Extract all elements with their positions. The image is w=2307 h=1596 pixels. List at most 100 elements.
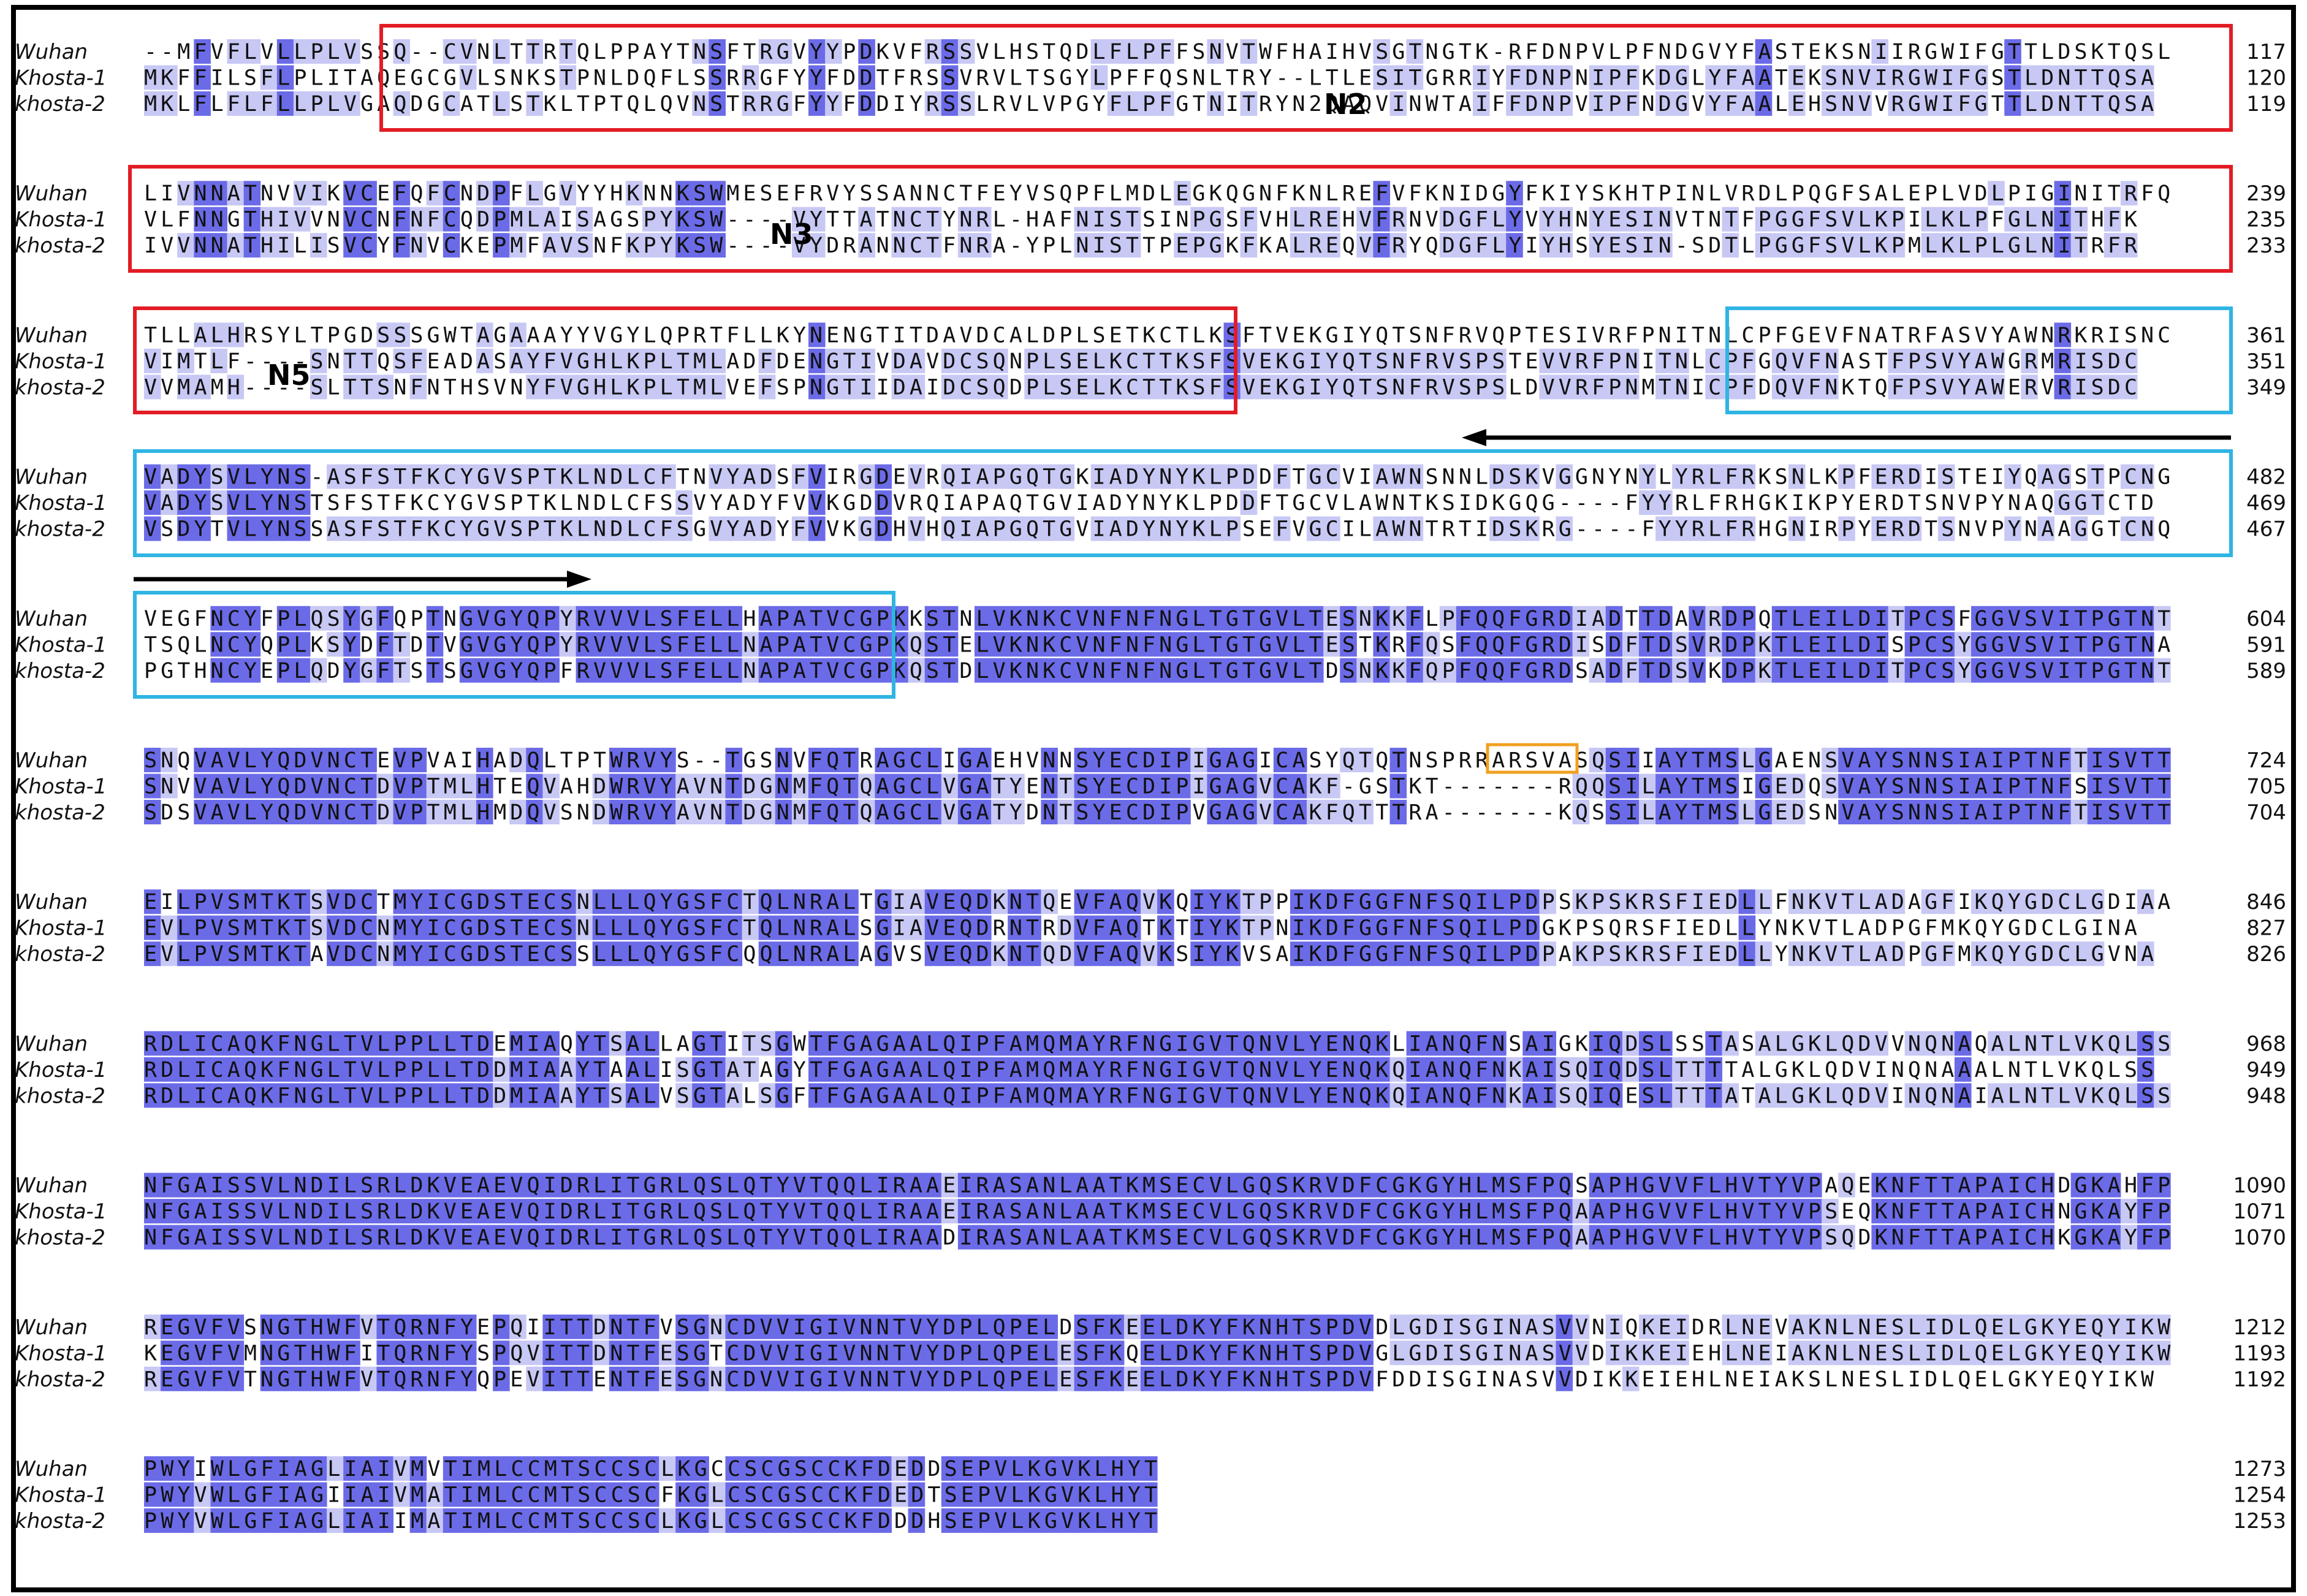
- residue-shade: [1506, 464, 1523, 489]
- residue-shade: [1389, 464, 1407, 489]
- residue-shade: [1838, 65, 1855, 90]
- residue-shade: [1771, 207, 1789, 232]
- residue-shade: [243, 233, 261, 258]
- residue-shade: [1141, 374, 1158, 400]
- residue-shade: [825, 374, 842, 400]
- residue-shade: [2037, 632, 2054, 657]
- residue-shade: [1223, 658, 1241, 683]
- residue-shade: [1473, 606, 1490, 631]
- residue-shade: [276, 748, 294, 772]
- residue-shade: [1473, 91, 1490, 116]
- residue-shade: [1141, 748, 1158, 772]
- residue-shade: [1722, 606, 1739, 631]
- residue-shade: [210, 490, 227, 515]
- residue-shade: [409, 207, 427, 232]
- residue-shade: [975, 374, 992, 400]
- residue-shade: [941, 516, 959, 541]
- residue-shade: [1406, 606, 1424, 631]
- residue-shade: [1705, 348, 1722, 373]
- residue-shade: [1174, 374, 1191, 400]
- residue-shade: [1157, 658, 1174, 683]
- residue-shade: [659, 374, 676, 400]
- residue-shade: [1456, 374, 1473, 400]
- residue-shade: [975, 606, 992, 631]
- residue-shade: [260, 464, 278, 489]
- residue-shade: [1273, 464, 1291, 489]
- residue-shade: [991, 464, 1008, 489]
- position-number: 1212: [2233, 1315, 2286, 1340]
- residue-shade: [327, 39, 344, 64]
- residue-shade: [1157, 91, 1174, 116]
- residue-shade: [1954, 65, 1972, 90]
- residue-shade: [2004, 658, 2021, 683]
- position-number: 604: [2246, 607, 2286, 631]
- residue-shade: [459, 464, 477, 489]
- sequence-label: Wuhan: [15, 323, 88, 348]
- residue-shade: [1123, 348, 1141, 373]
- residue-shade: [1871, 606, 1888, 631]
- residue-shade: [1838, 233, 1855, 258]
- sequence-label: khosta-2: [15, 942, 105, 967]
- residue-shade: [526, 348, 543, 373]
- residue-shade: [1522, 65, 1540, 90]
- residue-shade: [509, 658, 526, 683]
- residue-shade: [1672, 464, 1689, 489]
- residue-shade: [177, 516, 194, 541]
- residue-shade: [1738, 516, 1756, 541]
- residue-shade: [2021, 606, 2038, 631]
- residue-shade: [1157, 606, 1174, 631]
- residue-shade: [227, 490, 245, 515]
- residue-shade: [509, 748, 526, 772]
- residue-shade: [659, 348, 676, 373]
- residue-shade: [1323, 632, 1340, 657]
- residue-shade: [1838, 606, 1855, 631]
- residue-shade: [1123, 516, 1141, 541]
- residue-shade: [2004, 65, 2021, 90]
- residue-shade: [2004, 606, 2021, 631]
- residue-shade: [1223, 748, 1241, 772]
- position-number: 1254: [2233, 1483, 2286, 1508]
- residue-shade: [1273, 632, 1291, 657]
- residue-shade: [592, 516, 610, 541]
- residue-shade: [975, 632, 992, 657]
- residue-shade: [1871, 464, 1888, 489]
- residue-shade: [1689, 464, 1706, 489]
- residue-shade: [210, 464, 227, 489]
- residue-shade: [1323, 348, 1340, 373]
- residue-shade: [1423, 658, 1440, 683]
- residue-shade: [526, 181, 543, 206]
- residue-shade: [991, 374, 1008, 400]
- residue-shade: [1190, 374, 1207, 400]
- residue-shade: [276, 65, 294, 90]
- residue-shade: [1871, 516, 1888, 541]
- residue-shade: [1522, 464, 1540, 489]
- residue-shade: [360, 374, 377, 400]
- residue-shade: [1822, 91, 1839, 116]
- residue-shade: [376, 632, 393, 657]
- residue-shade: [1655, 233, 1673, 258]
- residue-shade: [1988, 181, 2005, 206]
- residue-shade: [1655, 606, 1673, 631]
- residue-shade: [875, 658, 892, 683]
- residue-shade: [276, 632, 294, 657]
- residue-shade: [1207, 632, 1224, 657]
- residue-shade: [476, 748, 493, 772]
- residue-shade: [1937, 516, 1955, 541]
- residue-shade: [1689, 632, 1706, 657]
- residue-shade: [1589, 91, 1606, 116]
- residue-shade: [526, 516, 543, 541]
- residue-shade: [376, 322, 393, 348]
- residue-shade: [260, 207, 278, 232]
- residue-shade: [393, 207, 411, 232]
- residue-shade: [1174, 516, 1191, 541]
- residue-shade: [227, 322, 245, 348]
- residue-shade: [1971, 233, 1988, 258]
- residue-shade: [227, 181, 245, 206]
- residue-shade: [659, 464, 676, 489]
- residue-shade: [276, 464, 294, 489]
- residue-shade: [1888, 348, 1906, 373]
- residue-shade: [642, 632, 659, 657]
- residue-shade: [1655, 658, 1673, 683]
- residue-shade: [1921, 91, 1939, 116]
- residue-shade: [825, 39, 842, 64]
